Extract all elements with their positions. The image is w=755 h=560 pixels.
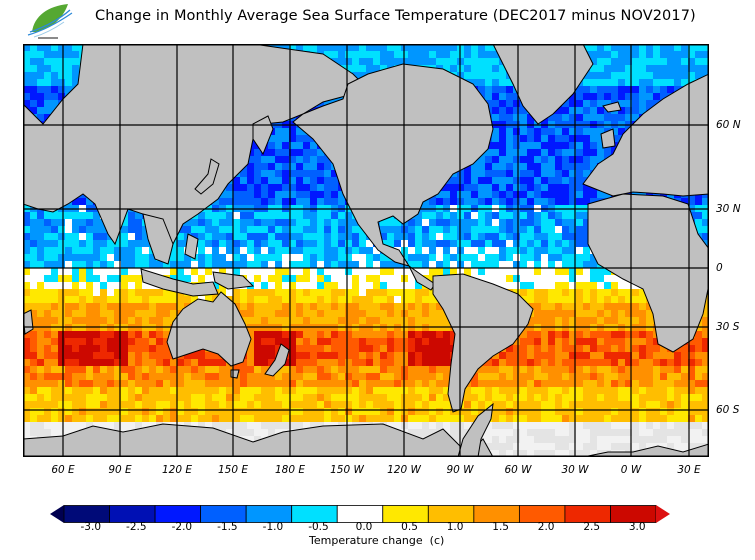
lat-label: 60 S <box>716 404 740 416</box>
colorbar-swatch <box>473 505 520 523</box>
colorbar-tick-label: 1.5 <box>492 521 509 533</box>
land-philippines <box>184 233 199 260</box>
lon-label: 90 W <box>446 464 474 476</box>
lon-label: 30 W <box>561 464 589 476</box>
colorbar-tick-label: -1.0 <box>262 521 284 533</box>
graticule <box>23 44 709 457</box>
colorbar-label: Temperature change (c) <box>309 534 445 547</box>
sst-change-map <box>23 44 709 457</box>
colorbar-tick-label: 2.5 <box>583 521 601 533</box>
lat-label: 0 <box>716 262 723 274</box>
land-japan <box>194 158 220 195</box>
colorbar-swatch <box>336 505 384 523</box>
land-europe <box>582 73 709 197</box>
lon-label: 150 E <box>217 464 249 476</box>
colorbar-swatch <box>427 505 475 523</box>
colorbar-tick-label: 3.0 <box>628 521 646 533</box>
lon-label: 120 W <box>387 464 421 476</box>
lon-label: 90 E <box>108 464 132 476</box>
map-frame <box>23 44 709 457</box>
colorbar-tick-label: 0.0 <box>355 521 373 533</box>
colorbar-tick-label: -2.5 <box>126 521 147 533</box>
colorbar-swatch <box>564 505 611 523</box>
land-tasmania <box>230 369 240 379</box>
colorbar-tick-label: -2.0 <box>171 521 193 533</box>
leaf-logo-icon <box>27 4 73 39</box>
colorbar-swatch <box>245 505 293 523</box>
colorbar-swatch <box>200 505 247 523</box>
land-antarctica <box>23 423 494 457</box>
land-north-america <box>292 63 494 267</box>
colorbar-swatch <box>518 505 566 523</box>
lat-label: 30 N <box>716 203 741 215</box>
colorbar-tick-label: 2.0 <box>537 521 555 533</box>
lon-label: 120 E <box>161 464 193 476</box>
land-indonesia <box>140 268 219 297</box>
colorbar-tick-label: -1.5 <box>217 521 238 533</box>
colorbar-over-arrow <box>656 505 670 523</box>
colorbar-tick-label: 1.0 <box>446 521 464 533</box>
land-antarctica-east <box>582 443 709 457</box>
chart-title: Change in Monthly Average Sea Surface Te… <box>95 8 696 24</box>
lon-label: 30 E <box>677 464 701 476</box>
colorbar-swatch <box>382 505 429 523</box>
colorbar-swatch <box>610 505 657 523</box>
lon-label: 150 W <box>330 464 364 476</box>
lon-label: 0 W <box>620 464 642 476</box>
colorbar-swatch <box>154 505 202 523</box>
colorbar-under-arrow <box>50 505 64 523</box>
colorbar-tick-label: 0.5 <box>401 521 418 533</box>
land-uk <box>600 128 616 149</box>
colorbar-tick-label: -0.5 <box>308 521 329 533</box>
land-australia <box>166 291 252 367</box>
colorbar-swatch <box>291 505 338 523</box>
colorbar-swatch <box>109 505 156 523</box>
lat-label: 30 S <box>716 321 740 333</box>
colorbar-swatch <box>63 505 110 523</box>
land-south-america <box>432 273 534 413</box>
lat-label: 60 N <box>716 119 741 131</box>
colorbar-tick-label: -3.0 <box>80 521 102 533</box>
land-iceland <box>602 101 622 113</box>
land-antarctic-peninsula <box>457 402 494 457</box>
colorbar <box>50 505 670 523</box>
lon-label: 60 W <box>504 464 532 476</box>
lon-label: 180 E <box>274 464 306 476</box>
land-new-zealand <box>264 343 290 377</box>
lon-label: 60 E <box>51 464 75 476</box>
land-indochina <box>142 213 174 265</box>
land-africa <box>587 193 709 353</box>
